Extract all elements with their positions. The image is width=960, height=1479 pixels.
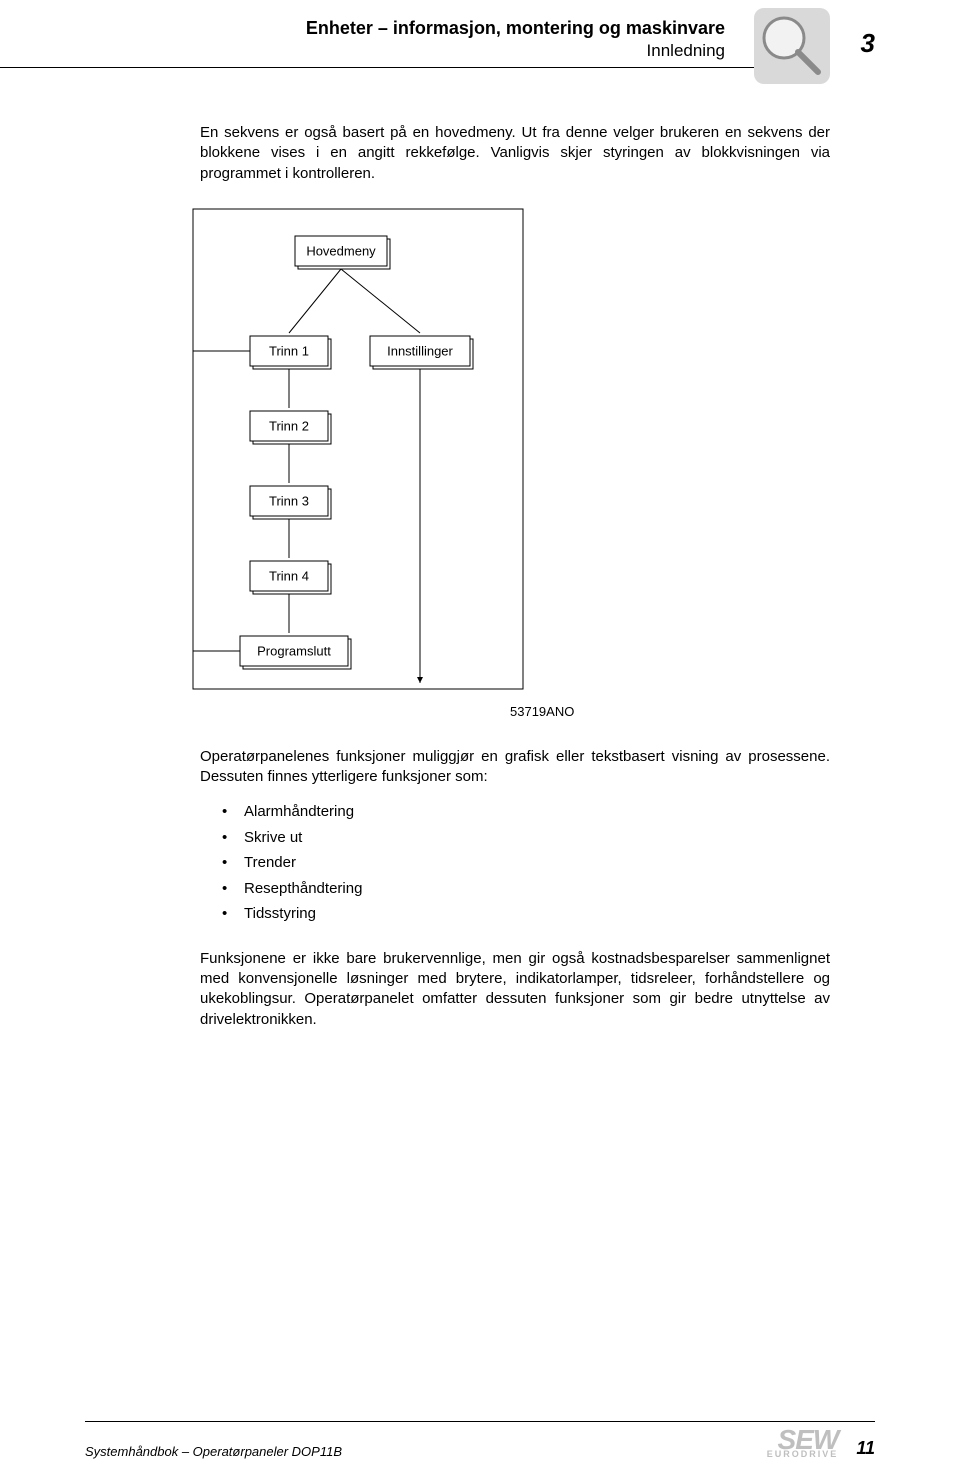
logo-main: SEW — [767, 1428, 839, 1452]
svg-text:Trinn 1: Trinn 1 — [269, 343, 309, 358]
logo-sub: EURODRIVE — [767, 1451, 839, 1459]
menu-flow-diagram: Hovedmeny Trinn 1 Innstillinger Trinn 2 Trin… — [190, 206, 830, 696]
svg-text:Trinn 2: Trinn 2 — [269, 418, 309, 433]
svg-text:Hovedmeny: Hovedmeny — [306, 243, 376, 258]
page-content: En sekvens er også basert på en hovedmen… — [0, 68, 960, 1030]
feature-item: Alarmhåndtering — [222, 799, 830, 825]
sew-logo: SEW EURODRIVE — [767, 1428, 839, 1459]
page-number: 11 — [856, 1438, 875, 1459]
footer-doc-title: Systemhåndbok – Operatørpaneler DOP11B — [85, 1444, 342, 1459]
svg-text:Trinn 3: Trinn 3 — [269, 493, 309, 508]
svg-text:Programslutt: Programslutt — [257, 643, 331, 658]
footer-rule — [85, 1421, 875, 1422]
feature-item: Trender — [222, 850, 830, 876]
intro-paragraph-1: En sekvens er også basert på en hovedmen… — [200, 123, 830, 184]
svg-text:Innstillinger: Innstillinger — [387, 343, 453, 358]
page-footer: Systemhåndbok – Operatørpaneler DOP11B S… — [0, 1421, 960, 1459]
feature-list: AlarmhåndteringSkrive utTrenderResepthån… — [222, 799, 830, 927]
page-header: Enheter – informasjon, montering og mask… — [0, 0, 960, 68]
intro-paragraph-3: Funksjonene er ikke bare brukervennlige,… — [200, 949, 830, 1030]
svg-text:Trinn 4: Trinn 4 — [269, 568, 309, 583]
header-title: Enheter – informasjon, montering og mask… — [0, 18, 725, 39]
magnifier-icon — [754, 8, 830, 84]
diagram-code: 53719ANO — [510, 704, 830, 719]
feature-item: Skrive ut — [222, 825, 830, 851]
intro-paragraph-2: Operatørpanelenes funksjoner muliggjør e… — [200, 747, 830, 788]
header-rule — [0, 67, 830, 68]
feature-item: Tidsstyring — [222, 901, 830, 927]
feature-item: Resepthåndtering — [222, 876, 830, 902]
chapter-number: 3 — [861, 28, 875, 59]
header-subtitle: Innledning — [0, 41, 725, 61]
